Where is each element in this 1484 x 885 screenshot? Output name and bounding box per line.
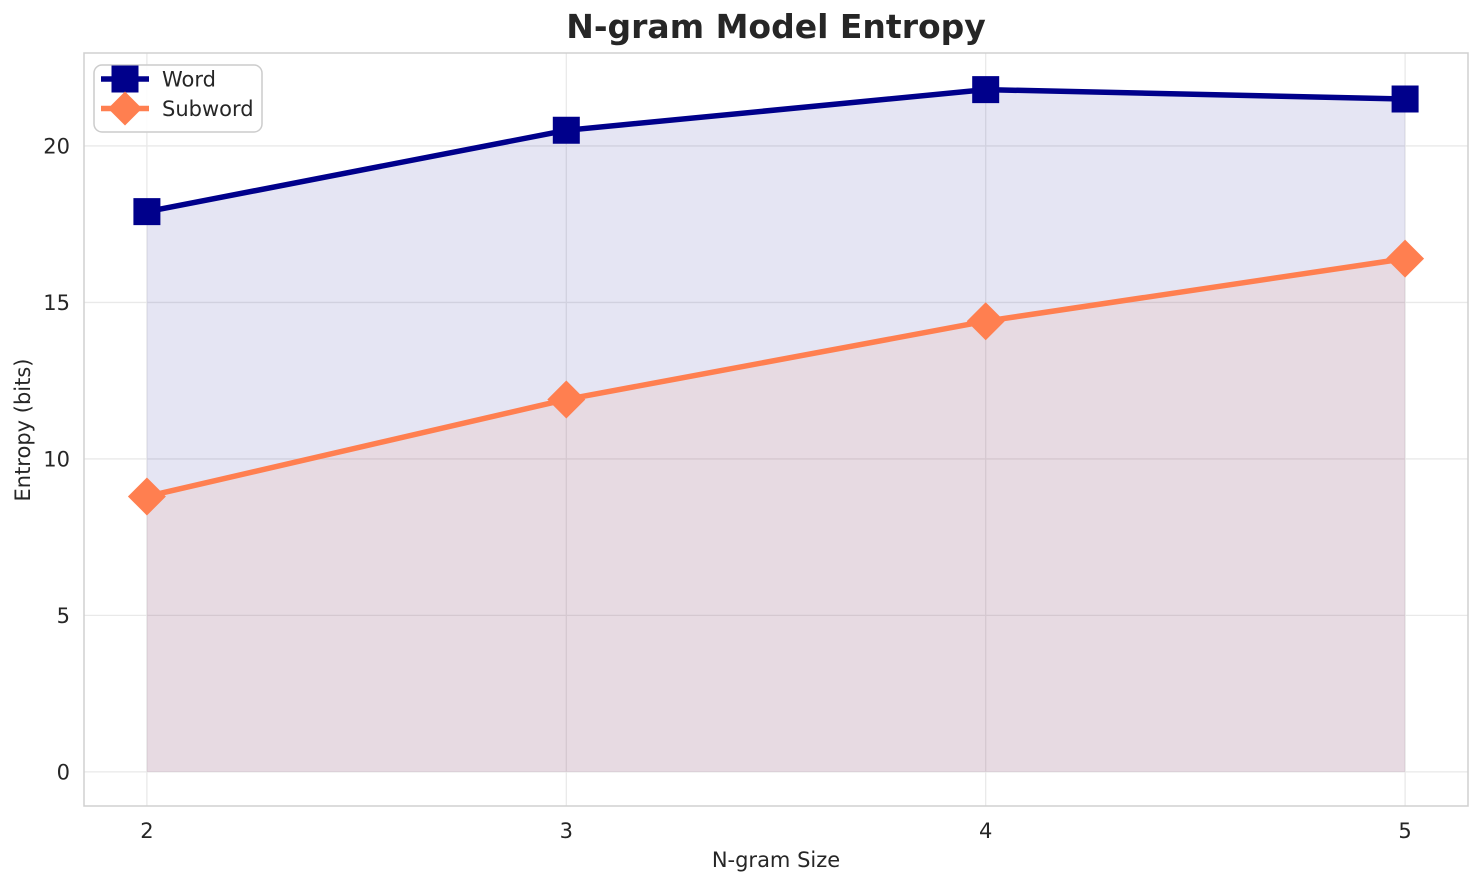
x-tick-label: 3	[560, 819, 573, 843]
subword-diamond-marker-icon	[547, 380, 586, 419]
word-square-marker-icon	[1391, 85, 1419, 113]
y-axis-label: Entropy (bits)	[11, 359, 35, 502]
legend-label-subword: Subword	[162, 97, 254, 121]
subword-diamond-marker-icon	[966, 302, 1005, 341]
y-tick-label: 5	[57, 604, 70, 628]
series-markers	[127, 76, 1425, 516]
legend-item-subword: Subword	[101, 91, 254, 126]
subword-diamond-marker-icon	[127, 477, 166, 516]
word-area-fill	[146, 89, 1406, 772]
word-line	[146, 86, 1406, 215]
word-square-marker-icon	[133, 198, 161, 226]
x-tick-label: 4	[979, 819, 992, 843]
y-tick-label: 10	[43, 447, 70, 471]
y-tick-label: 15	[43, 291, 70, 315]
subword-line	[146, 255, 1406, 500]
legend-item-word: Word	[101, 65, 216, 93]
y-tick-labels: 0 5 10 15 20	[43, 134, 70, 784]
x-axis-label: N-gram Size	[712, 848, 840, 872]
word-square-marker-icon	[111, 65, 139, 93]
plot-border	[83, 52, 1469, 807]
legend: Word Subword	[93, 64, 263, 133]
area-fills	[146, 89, 1406, 772]
subword-diamond-marker-icon	[1386, 239, 1425, 278]
x-tick-label: 5	[1398, 819, 1411, 843]
subword-diamond-marker-icon	[108, 91, 142, 126]
subword-area-fill	[146, 258, 1406, 772]
y-tick-label: 20	[43, 134, 70, 158]
series-lines	[146, 86, 1406, 500]
x-tick-label: 2	[140, 819, 153, 843]
legend-label-word: Word	[162, 68, 216, 92]
chart-title: N-gram Model Entropy	[566, 7, 986, 46]
x-tick-labels: 2 3 4 5	[140, 819, 1412, 843]
y-tick-label: 0	[57, 760, 70, 784]
word-square-marker-icon	[972, 76, 1000, 104]
word-square-marker-icon	[552, 116, 580, 144]
